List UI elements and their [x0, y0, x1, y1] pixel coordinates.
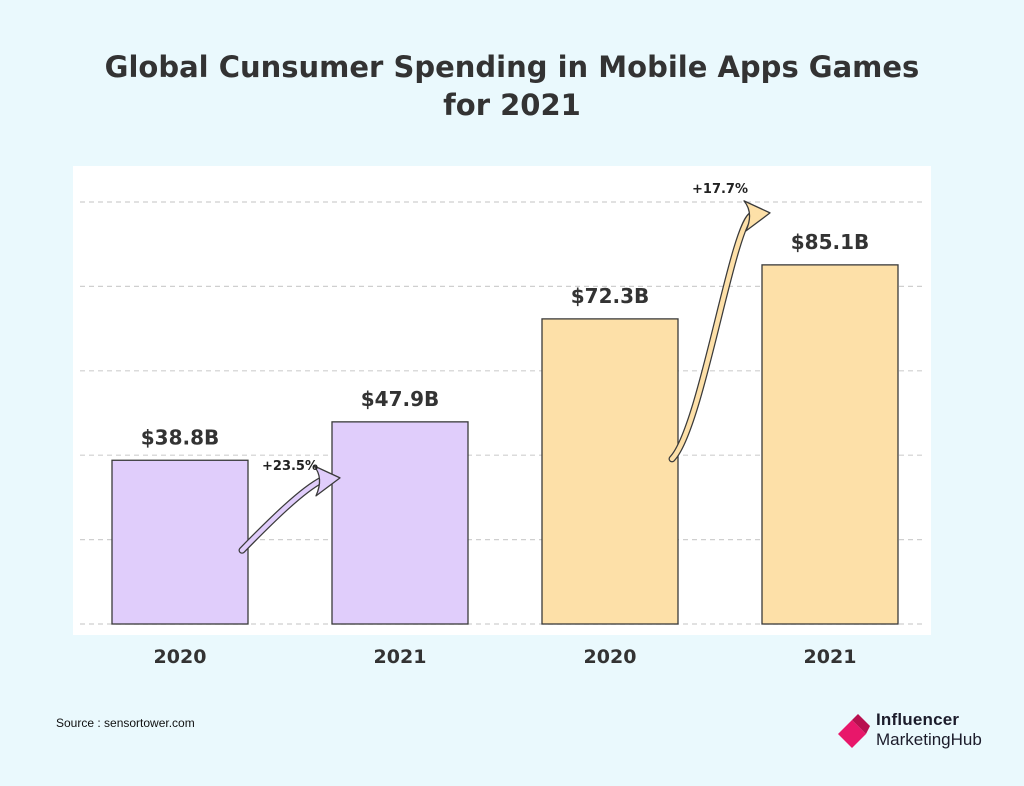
- logo-mark-icon: [838, 714, 870, 748]
- chart-title-line-1: Global Cunsumer Spending in Mobile Apps …: [104, 50, 920, 84]
- growth-arrow-head: [313, 465, 341, 497]
- x-tick-label: 2021: [804, 646, 857, 668]
- bar-value-label: $72.3B: [571, 284, 650, 308]
- bar: [331, 421, 469, 625]
- growth-percent-label: +23.5%: [262, 459, 318, 474]
- growth-percent-label: +17.7%: [692, 182, 748, 197]
- growth-arrow-shaft-fill: [239, 477, 325, 553]
- bar-value-label: $38.8B: [141, 425, 220, 449]
- x-tick-label: 2021: [374, 646, 427, 668]
- bar-value-label: $85.1B: [791, 230, 870, 254]
- chart-title: Global Cunsumer Spending in Mobile Apps …: [0, 48, 1024, 124]
- bar: [761, 264, 899, 625]
- influencer-marketing-hub-logo: Influencer MarketingHub: [836, 710, 982, 750]
- x-tick-label: 2020: [154, 646, 207, 668]
- x-tick-label: 2020: [584, 646, 637, 668]
- logo-word-influencer: Influencer: [876, 710, 960, 729]
- bar-value-label: $47.9B: [361, 387, 440, 411]
- source-note: Source : sensortower.com: [56, 716, 195, 730]
- bar: [111, 459, 249, 625]
- chart-title-line-2: for 2021: [443, 88, 581, 122]
- logo-word-marketinghub: MarketingHub: [876, 730, 982, 749]
- growth-arrow-head: [743, 200, 771, 232]
- growth-arrow-shaft-fill: [669, 212, 755, 462]
- bar: [541, 318, 679, 625]
